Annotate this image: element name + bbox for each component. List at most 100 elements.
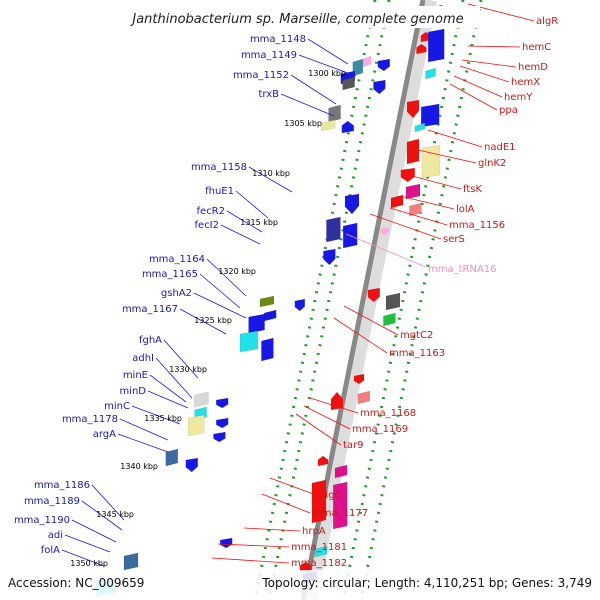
gene-feature-39: [357, 390, 371, 405]
gene-label-folA: folA: [41, 545, 60, 556]
accession-text: Accession: NC_009659: [8, 576, 144, 590]
gene-feature-51: [311, 479, 327, 524]
gene-label-fhuE1: fhuE1: [205, 186, 234, 197]
leader-line-mgtC2: [343, 305, 399, 336]
leader-line-tar9: [295, 413, 342, 446]
leader-line-mma_1158: [248, 166, 293, 193]
gene-label-trxB: trxB: [258, 89, 279, 100]
gene-feature-53: [314, 545, 328, 558]
gene-label-minC: minC: [104, 401, 130, 412]
leader-line-mma_1163: [333, 317, 388, 354]
gene-feature-5: [425, 67, 436, 80]
gene-label-gshA2: gshA2: [161, 288, 192, 299]
gene-feature-32: [259, 295, 275, 308]
gene-label-mma_1148: mma_1148: [250, 34, 306, 45]
gene-label-argA: argA: [93, 429, 116, 440]
gene-feature-36: [261, 337, 274, 362]
leader-line-mma_tRNA16: [345, 233, 427, 268]
kbp-tick-1: 1300 kbp: [308, 69, 346, 78]
gene-feature-28: [380, 227, 389, 235]
gene-feature-48: [185, 458, 198, 472]
gene-label-mma_1167: mma_1167: [122, 304, 178, 315]
gene-feature-41: [194, 391, 209, 408]
gene-label-lolA: lolA: [456, 204, 475, 215]
leader-line-mma_1190: [71, 519, 117, 543]
gene-feature-31: [383, 312, 396, 327]
gene-feature-35: [239, 330, 259, 353]
gene-label-rdgC: rdgC: [318, 490, 342, 501]
kbp-tick-7: 1330 kbp: [169, 365, 207, 374]
leader-line-hrpA: [243, 527, 301, 532]
gene-label-mma_1181: mma_1181: [291, 542, 347, 553]
gene-feature-45: [216, 418, 229, 428]
gene-feature-19: [421, 144, 441, 179]
leader-line-mma_1152: [290, 74, 337, 105]
gene-label-glnK2: glnK2: [478, 158, 506, 169]
leader-line-mma_1165: [199, 273, 241, 309]
gene-feature-44: [187, 414, 205, 437]
leader-line-minE: [149, 374, 187, 403]
gene-feature-12: [328, 104, 341, 123]
gene-label-ppa: ppa: [499, 105, 518, 116]
leader-line-mma_1186: [91, 484, 125, 521]
gene-label-minE: minE: [123, 370, 148, 381]
gene-label-mma_1156: mma_1156: [449, 220, 505, 231]
gene-feature-22: [390, 194, 404, 209]
gene-label-hemC: hemC: [522, 42, 551, 53]
gene-label-serS: serS: [443, 234, 465, 245]
gene-label-fghA: fghA: [139, 335, 162, 346]
kbp-tick-9: 1340 kbp: [120, 462, 158, 471]
gene-label-mma_1164: mma_1164: [149, 254, 205, 265]
title-background: [120, 6, 480, 28]
kbp-tick-8: 1335 kbp: [144, 414, 182, 423]
leader-line-ppa: [449, 83, 498, 111]
kbp-tick-11: 1350 kbp: [70, 559, 108, 568]
gene-label-mma_1163: mma_1163: [389, 348, 445, 359]
gene-feature-34: [248, 313, 265, 334]
gene-feature-11: [373, 80, 386, 94]
gene-feature-47: [165, 448, 179, 467]
gene-feature-33: [263, 309, 277, 322]
gene-feature-25: [326, 216, 341, 243]
gene-feature-14: [341, 121, 354, 133]
kbp-tick-3: 1310 kbp: [252, 169, 290, 178]
gene-label-mma_1178: mma_1178: [62, 414, 118, 425]
gene-label-mma_1152: mma_1152: [233, 70, 289, 81]
gene-feature-56: [220, 538, 233, 548]
gene-feature-20: [400, 168, 415, 182]
gene-label-ftsK: ftsK: [463, 184, 482, 195]
leader-line-mma_1148: [307, 38, 349, 65]
gene-feature-52: [332, 481, 348, 530]
leader-line-hemD: [461, 59, 517, 68]
gene-labels: mma_1148 mma_1149 mma_1152 trxB mma_1158 fhuE…: [14, 16, 558, 569]
gene-label-nadE1: nadE1: [484, 142, 516, 153]
gene-label-adi: adi: [48, 530, 63, 541]
gene-label-minD: minD: [119, 386, 146, 397]
leader-lines: [61, 3, 535, 567]
leader-line-mma_1181: [217, 543, 290, 548]
gene-label-tar9: tar9: [343, 440, 364, 451]
gene-feature-40: [331, 392, 343, 410]
topology-text: Topology: circular; Length: 4,110,251 bp…: [261, 576, 592, 590]
gene-label-mma_1149: mma_1149: [241, 50, 297, 61]
gene-label-mma_1165: mma_1165: [142, 269, 198, 280]
footer-background: [0, 570, 600, 600]
leader-line-mma_1149: [298, 54, 357, 77]
gene-label-mma_1158: mma_1158: [191, 162, 247, 173]
gene-label-mma_1186: mma_1186: [34, 480, 90, 491]
gene-label-hemX: hemX: [511, 77, 540, 88]
leader-line-mma_1156: [389, 207, 448, 226]
gene-feature-29: [367, 288, 380, 302]
leader-line-fecI2: [220, 224, 261, 245]
leader-line-mma_1182: [211, 557, 290, 564]
leader-line-lolA: [399, 195, 455, 210]
gene-feature-27: [323, 249, 336, 265]
gene-feature-17: [414, 122, 426, 133]
gene-label-mma_1189: mma_1189: [24, 496, 80, 507]
gene-feature-24: [345, 194, 359, 214]
gene-features: [95, 4, 445, 597]
kbp-tick-10: 1345 kbp: [96, 510, 134, 519]
gene-feature-37: [294, 299, 305, 311]
gene-feature-23: [409, 202, 422, 217]
